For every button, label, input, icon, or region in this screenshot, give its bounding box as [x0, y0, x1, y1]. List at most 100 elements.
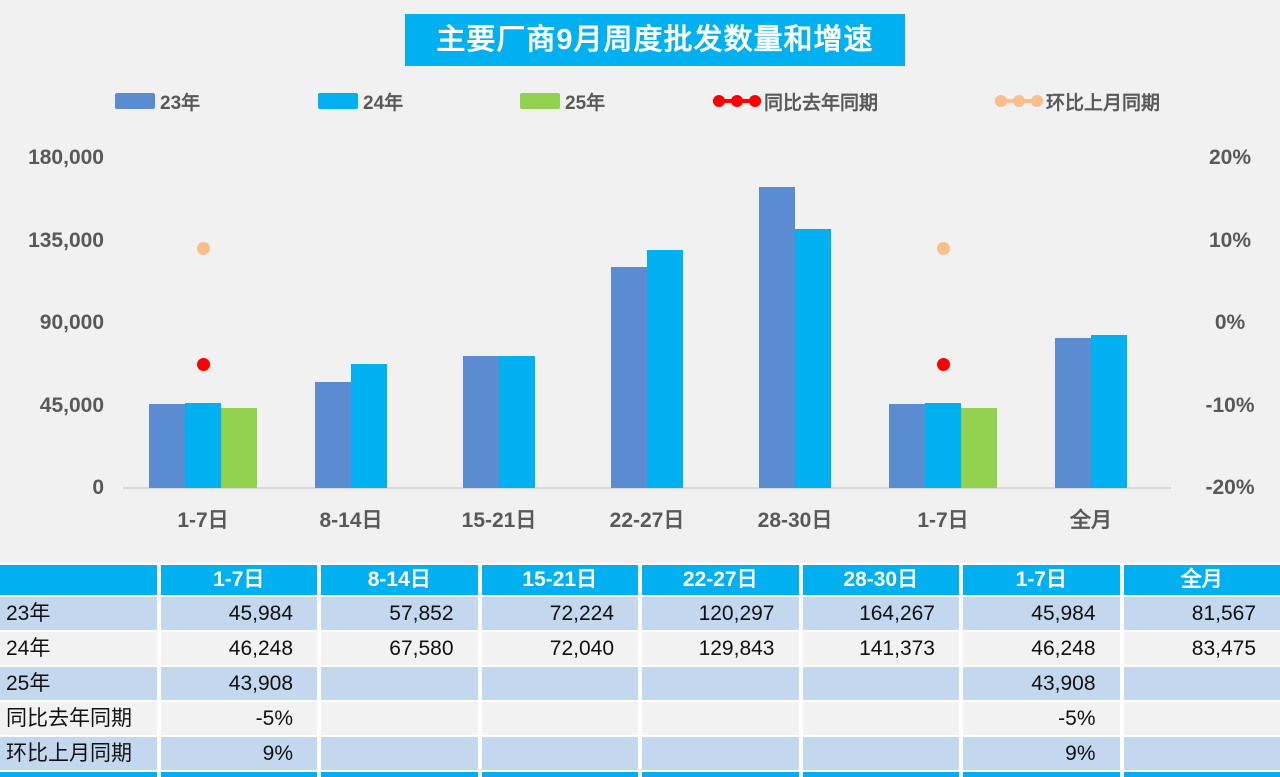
table-header-cell: 28-30日 [803, 565, 960, 595]
table-cell: 46,248 [161, 632, 318, 665]
table-cell: 129,843 [642, 632, 799, 665]
table-cell [321, 702, 478, 735]
table-cell: 72,224 [482, 597, 639, 630]
table-cell: 43,908 [963, 667, 1120, 700]
table-header-corner [0, 565, 157, 595]
legend-dot-icon [749, 95, 761, 107]
table-cell: 67,580 [321, 632, 478, 665]
y-axis-tick-left: 135,000 [0, 228, 104, 254]
legend-label: 25年 [565, 88, 605, 115]
table-header-cell: 1-7日 [161, 565, 318, 595]
legend-item-4: 同比去年同期 [713, 86, 878, 116]
bar-24年-15-21日 [499, 356, 535, 488]
bar-24年-1-7日 [925, 403, 961, 488]
legend-swatch-icon [318, 93, 358, 109]
bar-23年-15-21日 [463, 356, 499, 488]
table-bottom-border [642, 772, 799, 777]
point-环比上月同期-1-7日 [937, 242, 950, 255]
table-row-label: 环比上月同期 [0, 737, 157, 770]
table-cell: -5% [161, 702, 318, 735]
legend-item-1: 23年 [115, 86, 200, 116]
table-cell: 164,267 [803, 597, 960, 630]
table-cell: 9% [161, 737, 318, 770]
bar-23年-22-27日 [611, 267, 647, 488]
table-cell: 57,852 [321, 597, 478, 630]
table-bottom-border [963, 772, 1120, 777]
table-cell [321, 737, 478, 770]
table-cell [482, 667, 639, 700]
table-cell [1124, 737, 1280, 770]
table-bottom-border [0, 772, 157, 777]
bar-23年-28-30日 [759, 187, 795, 488]
table-cell: 46,248 [963, 632, 1120, 665]
legend-line-dot-icon [713, 94, 761, 108]
bar-23年-1-7日 [149, 404, 185, 488]
table-cell [1124, 702, 1280, 735]
table-cell [482, 737, 639, 770]
y-axis-tick-left: 90,000 [0, 310, 104, 336]
x-axis-category-label: 28-30日 [721, 507, 869, 535]
table-cell [482, 702, 639, 735]
table-cell: -5% [963, 702, 1120, 735]
table-cell: 120,297 [642, 597, 799, 630]
legend-dot-icon [1013, 95, 1025, 107]
table-cell [321, 667, 478, 700]
y-axis-tick-left: 0 [0, 475, 104, 501]
table-bottom-border [321, 772, 478, 777]
legend-swatch-icon [115, 93, 155, 109]
table-bottom-border [482, 772, 639, 777]
table-cell: 9% [963, 737, 1120, 770]
table-cell: 45,984 [963, 597, 1120, 630]
y-axis-tick-left: 180,000 [0, 145, 104, 171]
table-row-label: 24年 [0, 632, 157, 665]
x-axis-category-label: 1-7日 [129, 507, 277, 535]
legend-label: 23年 [160, 88, 200, 115]
x-axis-category-label: 8-14日 [277, 507, 425, 535]
x-axis-category-label: 1-7日 [869, 507, 1017, 535]
table-cell [803, 667, 960, 700]
table-cell [642, 702, 799, 735]
y-axis-tick-left: 45,000 [0, 393, 104, 419]
point-同比去年同期-1-7日 [197, 358, 210, 371]
y-axis-tick-right: -10% [1190, 393, 1270, 419]
bar-23年-8-14日 [315, 382, 351, 488]
table-bottom-border [161, 772, 318, 777]
bar-23年-1-7日 [889, 404, 925, 488]
legend: 23年 24年 25年 同比去年同期 环比上月同期 [0, 86, 1280, 116]
legend-line-dot-icon [995, 94, 1043, 108]
legend-label: 24年 [363, 88, 403, 115]
page-title: 主要厂商9月周度批发数量和增速 [405, 14, 905, 66]
legend-item-2: 24年 [318, 86, 403, 116]
x-axis-category-label: 全月 [1017, 507, 1165, 535]
table-bottom-border [803, 772, 960, 777]
table-header-cell: 全月 [1124, 565, 1280, 595]
table-cell: 43,908 [161, 667, 318, 700]
point-环比上月同期-1-7日 [197, 242, 210, 255]
table-cell: 141,373 [803, 632, 960, 665]
legend-item-3: 25年 [520, 86, 605, 116]
y-axis-tick-right: 10% [1190, 228, 1270, 254]
bar-24年-28-30日 [795, 229, 831, 488]
table-cell [642, 667, 799, 700]
x-axis-category-label: 22-27日 [573, 507, 721, 535]
table-cell: 72,040 [482, 632, 639, 665]
bar-25年-1-7日 [961, 408, 997, 488]
legend-dot-icon [731, 95, 743, 107]
bar-25年-1-7日 [221, 408, 257, 488]
legend-dot-icon [995, 95, 1007, 107]
x-axis-category-label: 15-21日 [425, 507, 573, 535]
bar-24年-1-7日 [185, 403, 221, 488]
table-header-cell: 8-14日 [321, 565, 478, 595]
table-cell: 83,475 [1124, 632, 1280, 665]
table-cell: 81,567 [1124, 597, 1280, 630]
table-cell [642, 737, 799, 770]
legend-dot-icon [713, 95, 725, 107]
table-row-label: 同比去年同期 [0, 702, 157, 735]
table-row-label: 25年 [0, 667, 157, 700]
table-cell [803, 702, 960, 735]
legend-label: 环比上月同期 [1046, 88, 1160, 115]
point-同比去年同期-1-7日 [937, 358, 950, 371]
table-row-label: 23年 [0, 597, 157, 630]
